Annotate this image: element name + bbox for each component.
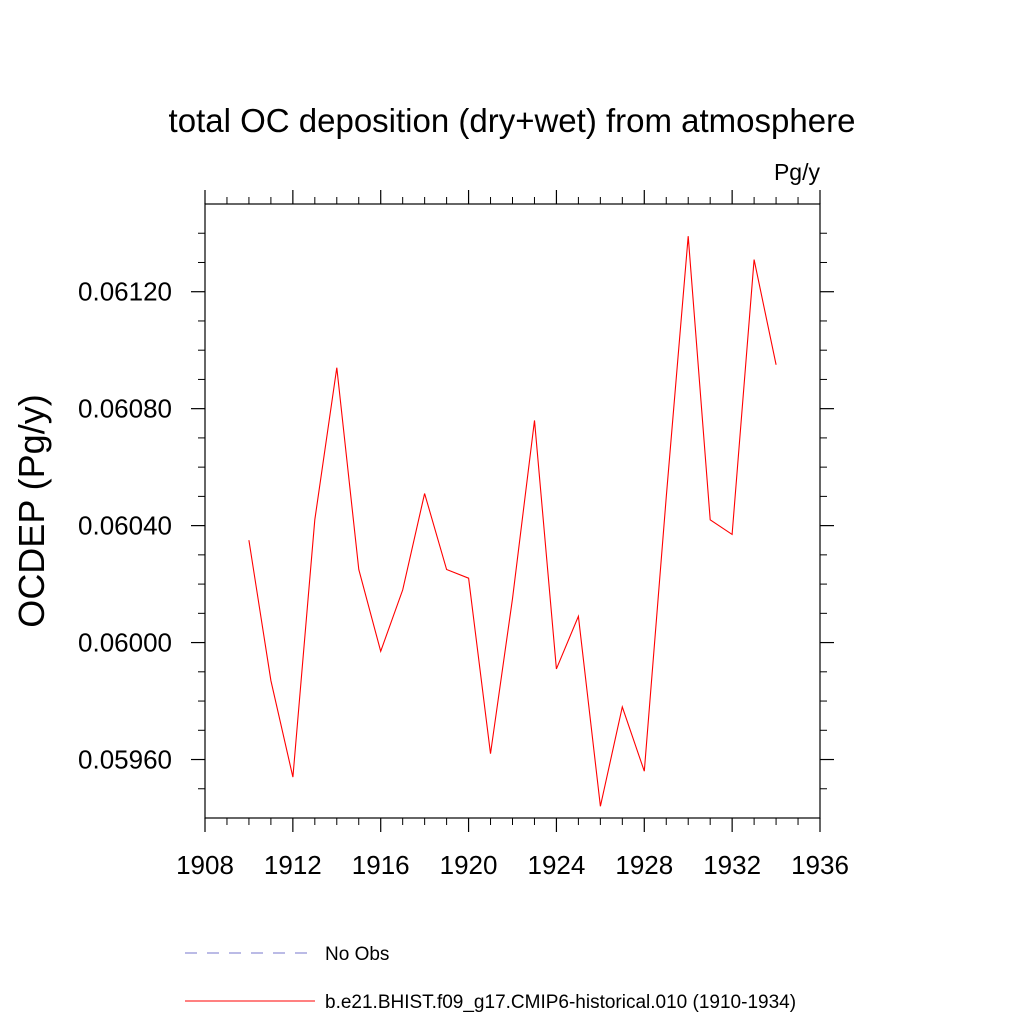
y-axis-label: OCDEP (Pg/y) — [11, 394, 52, 627]
x-tick-label: 1936 — [791, 850, 849, 880]
series-layer — [248, 236, 777, 807]
x-tick-label: 1924 — [528, 850, 586, 880]
series-line-0 — [248, 236, 777, 807]
axis-ticks — [191, 190, 834, 832]
x-tick-labels: 1908 1912 1916 1920 1924 1928 1932 1936 — [176, 850, 849, 880]
y-tick-label: 0.06000 — [78, 628, 172, 658]
x-tick-label: 1920 — [440, 850, 498, 880]
x-tick-label: 1916 — [352, 850, 410, 880]
y-tick-label: 0.06120 — [78, 277, 172, 307]
legend-label-no-obs: No Obs — [325, 944, 389, 965]
legend-label-historical: b.e21.BHIST.f09_g17.CMIP6-historical.010… — [325, 992, 796, 1013]
y-tick-labels: 0.05960 0.06000 0.06040 0.06080 0.06120 — [78, 277, 172, 775]
units-label: Pg/y — [774, 159, 821, 185]
y-tick-label: 0.06040 — [78, 511, 172, 541]
x-tick-label: 1932 — [703, 850, 761, 880]
legend: No Obs b.e21.BHIST.f09_g17.CMIP6-histori… — [185, 944, 796, 1013]
plot-frame — [204, 203, 821, 819]
x-tick-label: 1908 — [176, 850, 234, 880]
y-tick-label: 0.05960 — [78, 745, 172, 775]
x-tick-label: 1912 — [264, 850, 322, 880]
x-tick-label: 1928 — [615, 850, 673, 880]
chart-title: total OC deposition (dry+wet) from atmos… — [169, 102, 856, 139]
y-tick-label: 0.06080 — [78, 394, 172, 424]
